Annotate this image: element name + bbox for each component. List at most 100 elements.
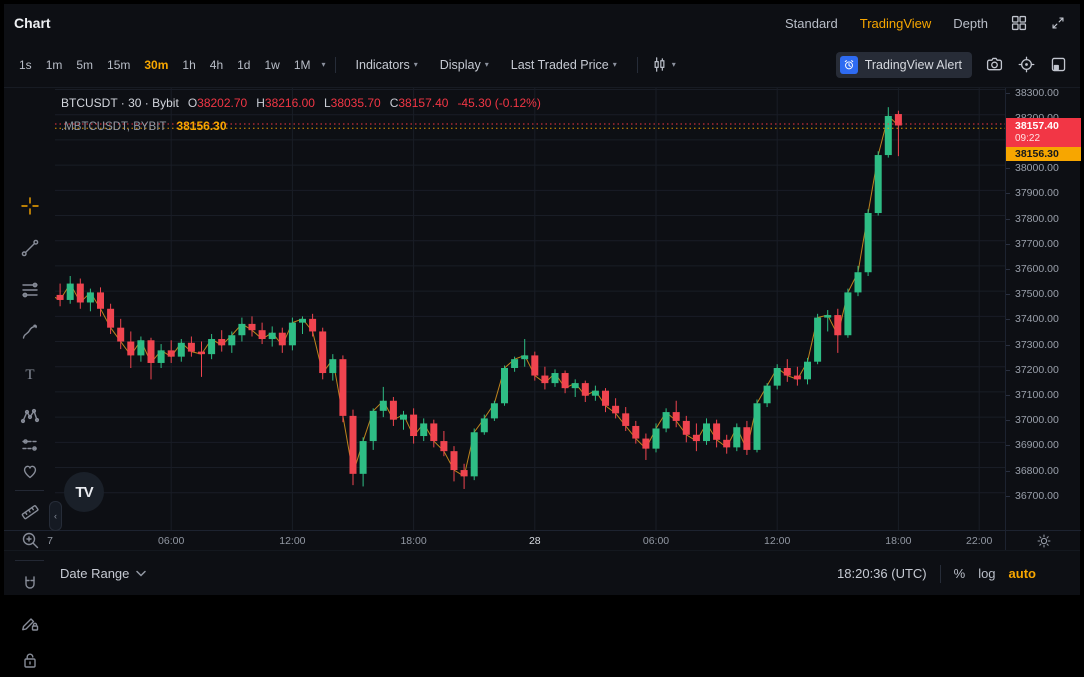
- candle: [632, 425, 640, 439]
- toolbar-right: TradingView Alert: [835, 42, 1068, 87]
- measure-ruler-tool[interactable]: [4, 495, 55, 529]
- timeframe-1s[interactable]: 1s: [19, 57, 32, 72]
- candle: [804, 361, 811, 380]
- toolbar: 1s 1m 5m 15m 30m 1h 4h 1d 1w 1M ▾ Indicators ▾ Dis…: [4, 42, 1080, 88]
- chart-settings-icon[interactable]: [1017, 55, 1036, 74]
- display-menu[interactable]: Display ▾: [439, 57, 489, 72]
- sidebar-collapse-handle[interactable]: ‹: [49, 501, 62, 531]
- fib-retracement-tool[interactable]: [4, 273, 55, 307]
- candle: [97, 292, 104, 309]
- candle: [874, 155, 882, 214]
- bar-countdown: 09:22: [1015, 133, 1041, 144]
- bottom-bar-right: 18:20:36 (UTC) % log auto: [837, 564, 1036, 583]
- date-range-button[interactable]: Date Range: [60, 566, 147, 581]
- tab-depth[interactable]: Depth: [953, 15, 988, 31]
- last-price-label: 38157.40 09:22: [1006, 118, 1081, 147]
- timeframe-5m[interactable]: 5m: [76, 57, 94, 72]
- candlestick-chart[interactable]: [46, 88, 1005, 530]
- time-axis-label: 28: [528, 535, 541, 547]
- timeframe-15m[interactable]: 15m: [107, 57, 131, 72]
- candle: [884, 115, 892, 156]
- price-axis-label: 37500.00: [1015, 288, 1059, 301]
- price-axis-label: 38300.00: [1015, 86, 1059, 99]
- candle: [309, 318, 317, 332]
- time-axis-label: 18:00: [400, 535, 427, 547]
- price-axis-label: 37000.00: [1015, 414, 1059, 427]
- divider: [15, 490, 44, 491]
- ohlc-label: L: [323, 96, 331, 110]
- log-scale-button[interactable]: log: [978, 566, 996, 581]
- candle: [783, 367, 791, 376]
- drawing-toolbar: T: [4, 88, 55, 668]
- price-axis-label: 36900.00: [1015, 439, 1059, 452]
- ohlc-value: 38216.00: [264, 96, 315, 110]
- candle: [420, 423, 428, 437]
- axis-settings-corner[interactable]: [1005, 530, 1081, 551]
- price-axis-label: 37800.00: [1015, 212, 1059, 225]
- brush-tool[interactable]: [4, 315, 55, 349]
- candle: [379, 400, 387, 411]
- header-right: Standard TradingView Depth: [785, 4, 1066, 42]
- grid-layout-icon[interactable]: [1010, 14, 1028, 32]
- timeframe-1d[interactable]: 1d: [237, 57, 251, 72]
- ohlc-value: 38202.70: [197, 96, 248, 110]
- divider: [636, 56, 638, 73]
- fullscreen-expand-icon[interactable]: [1050, 15, 1066, 31]
- drawing-edit-lock-tool[interactable]: [4, 606, 55, 640]
- crosshair-tool[interactable]: [4, 189, 55, 223]
- percent-scale-button[interactable]: %: [953, 566, 966, 581]
- index-price-value: 38156.30: [176, 119, 227, 133]
- tab-standard[interactable]: Standard: [784, 15, 838, 31]
- timeframe-1w[interactable]: 1w: [264, 57, 280, 72]
- time-axis-label: 06:00: [158, 535, 185, 547]
- time-axis[interactable]: 7 06:00 12:00 18:00 28 06:00 12:00 18:00 22:00: [4, 530, 1005, 551]
- index-price-line: [49, 115, 899, 478]
- index-price-label: 38156.30: [1006, 147, 1081, 161]
- candle: [864, 213, 872, 273]
- price-tick: [1006, 268, 1010, 270]
- xabcd-pattern-tool[interactable]: [4, 399, 55, 433]
- magnet-tool[interactable]: [4, 567, 55, 601]
- price-axis-label: 37300.00: [1015, 338, 1059, 351]
- timeframe-1M[interactable]: 1M: [293, 57, 311, 72]
- candlestick-style-icon: [651, 56, 668, 73]
- candle: [248, 323, 256, 331]
- candle: [692, 434, 700, 442]
- index-symbol[interactable]: .MBTCUSDT, BYBIT: [61, 121, 167, 133]
- price-axis[interactable]: 38157.40 09:22 38156.30 38300.0038200.00…: [1005, 86, 1081, 530]
- save-layout-icon[interactable]: [1049, 55, 1068, 74]
- price-source-menu[interactable]: Last Traded Price ▾: [510, 57, 617, 72]
- favorites-heart-icon[interactable]: [4, 454, 55, 488]
- text-tool[interactable]: T: [4, 357, 55, 391]
- time-axis-label: 12:00: [764, 535, 791, 547]
- tradingview-alert-button[interactable]: TradingView Alert: [835, 51, 972, 78]
- lock-all-drawings-tool[interactable]: [4, 643, 55, 677]
- timeframe-1h[interactable]: 1h: [182, 57, 196, 72]
- auto-scale-button[interactable]: auto: [1008, 566, 1036, 581]
- timeframe-dropdown-caret[interactable]: ▾: [321, 59, 326, 69]
- candle: [299, 318, 306, 323]
- symbol-title[interactable]: BTCUSDT · 30 · Bybit: [61, 96, 179, 110]
- trend-line-tool[interactable]: [4, 231, 55, 265]
- zoom-in-tool[interactable]: [4, 523, 55, 557]
- indicators-menu[interactable]: Indicators ▾: [355, 57, 418, 72]
- tab-tradingview[interactable]: TradingView: [859, 15, 932, 31]
- camera-icon[interactable]: [985, 55, 1004, 74]
- price-axis-label: 37400.00: [1015, 313, 1059, 326]
- candle: [511, 359, 519, 368]
- timeframe-4h[interactable]: 4h: [209, 57, 224, 72]
- candle: [187, 342, 195, 352]
- candle: [612, 405, 620, 414]
- ohlc-values: O38202.70 H38216.00 L38035.70 C38157.40: [179, 96, 449, 110]
- candle: [814, 317, 822, 362]
- candle: [268, 332, 276, 340]
- candle: [218, 339, 226, 346]
- long-short-position-tool[interactable]: [4, 428, 55, 462]
- candle: [400, 414, 407, 420]
- chart-canvas[interactable]: [46, 88, 1005, 530]
- timeframe-30m[interactable]: 30m: [144, 57, 169, 72]
- timeframe-1m[interactable]: 1m: [45, 57, 63, 72]
- utc-clock[interactable]: 18:20:36 (UTC): [837, 566, 927, 581]
- candlestick-style-button[interactable]: ▾: [651, 56, 676, 73]
- bottom-bar: Date Range 18:20:36 (UTC) % log auto: [4, 550, 1080, 596]
